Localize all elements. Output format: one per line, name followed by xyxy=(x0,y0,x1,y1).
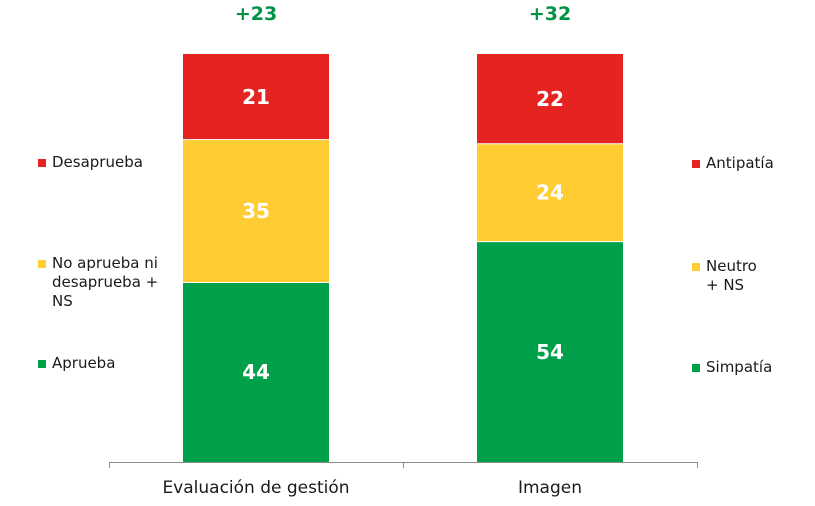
legend-item-desaprueba: Desaprueba xyxy=(38,153,143,172)
data-label-neutro-ns: 24 xyxy=(536,181,564,205)
legend-swatch-no-aprueba-ni-desaprueba xyxy=(38,260,46,268)
bar-segment-antipatia xyxy=(477,54,623,144)
bar-segment-simpatia xyxy=(477,241,623,462)
legend-item-simpatia: Simpatía xyxy=(692,358,772,377)
legend-swatch-neutro-ns xyxy=(692,263,700,271)
legend-swatch-aprueba xyxy=(38,360,46,368)
difference-label: +23 xyxy=(235,3,277,25)
bar-segment-aprueba xyxy=(183,282,329,462)
legend-item-neutro-ns: Neutro + NS xyxy=(692,257,757,295)
legend-label-antipatia: Antipatía xyxy=(706,154,774,172)
difference-label: +32 xyxy=(529,3,571,25)
data-label-aprueba: 44 xyxy=(242,360,270,384)
legend-swatch-antipatia xyxy=(692,160,700,168)
legend-item-antipatia: Antipatía xyxy=(692,154,774,173)
data-label-antipatia: 22 xyxy=(536,87,564,111)
legend-item-no-aprueba-ni-desaprueba: No aprueba ni desaprueba + NS xyxy=(38,254,173,311)
legend-label-aprueba: Aprueba xyxy=(52,354,116,372)
data-label-simpatia: 54 xyxy=(536,340,564,364)
legend-label-simpatia: Simpatía xyxy=(706,358,773,376)
legend-label-no-aprueba-ni-desaprueba: No aprueba ni desaprueba + NS xyxy=(52,254,159,310)
bar-segment-neutro-ns xyxy=(477,143,623,242)
legend-swatch-desaprueba xyxy=(38,159,46,167)
x-tick-label: Evaluación de gestión xyxy=(162,478,349,498)
legend-swatch-simpatia xyxy=(692,364,700,372)
legend-item-aprueba: Aprueba xyxy=(38,354,115,373)
bar-segment-desaprueba xyxy=(183,54,329,140)
bar-segment-no-aprueba-ni-desaprueba-ns xyxy=(183,139,329,283)
data-label-no-aprueba-ni-desaprueba-ns: 35 xyxy=(242,199,270,223)
legend-label-neutro-ns: Neutro + NS xyxy=(706,257,757,294)
data-label-desaprueba: 21 xyxy=(242,85,270,109)
legend-label-desaprueba: Desaprueba xyxy=(52,153,143,171)
x-tick-label: Imagen xyxy=(518,478,582,498)
